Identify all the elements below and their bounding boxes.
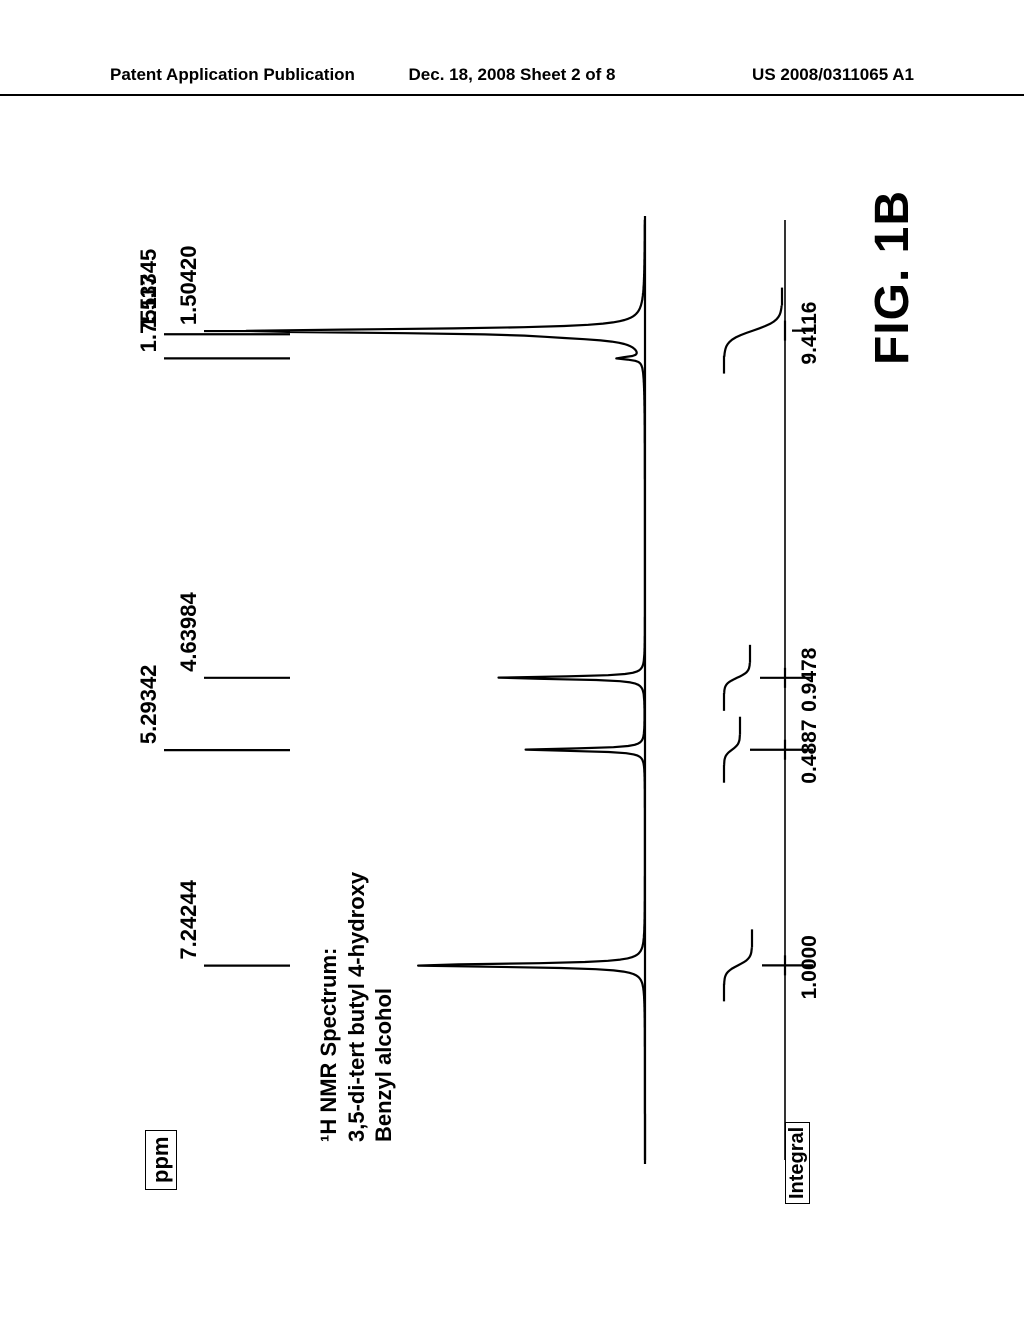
header-center: Dec. 18, 2008 Sheet 2 of 8 [409,65,616,85]
figure-wrapper: ppm 7.242445.293424.639841.751171.533451… [90,160,930,1220]
figure-rotated: ppm 7.242445.293424.639841.751171.533451… [90,160,930,1220]
integral-value-label: 1.0000 [798,935,822,999]
integral-value-label: 0.9478 [798,648,822,712]
integral-value-label: 0.4887 [798,719,822,783]
integral-axis-label: Integral [785,1122,810,1204]
page-header: Patent Application Publication Dec. 18, … [0,56,1024,96]
integral-value-label: 9.4116 [798,302,822,365]
page: Patent Application Publication Dec. 18, … [0,0,1024,1320]
figure-caption: FIG. 1B [865,190,920,365]
header-right: US 2008/0311065 A1 [752,65,914,85]
header-left: Patent Application Publication [110,65,355,85]
